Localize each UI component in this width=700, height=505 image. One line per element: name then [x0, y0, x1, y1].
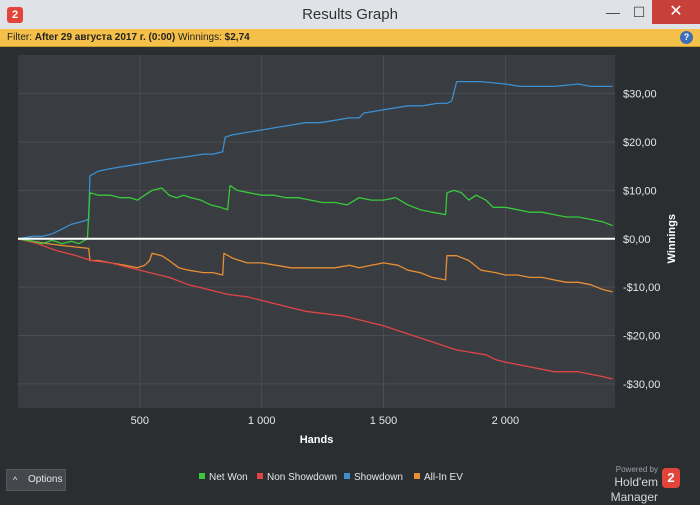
filter-bar: Filter: After 29 августа 2017 г. (0:00) … — [0, 29, 700, 47]
x-tick-label: 1 000 — [248, 415, 276, 427]
legend-item-showdown[interactable]: Showdown — [344, 472, 403, 483]
series-line-net-won — [17, 184, 613, 245]
y-tick-label: $10,00 — [623, 185, 657, 197]
results-chart: $30,00 $20,00 $10,00 $0,00 -$10,00 -$20,00 -$3… — [17, 55, 678, 446]
minimize-button[interactable]: — — [606, 4, 620, 20]
series-line-all-in-ev — [17, 238, 613, 293]
legend-swatch — [199, 473, 205, 479]
x-tick-label: 1 500 — [370, 415, 398, 427]
legend-item-net-won[interactable]: Net Won — [199, 472, 248, 483]
y-tick-label: -$30,00 — [623, 379, 660, 391]
series-line-showdown — [17, 80, 613, 240]
y-tick-label: $0,00 — [623, 234, 651, 246]
chart-series-layer — [17, 80, 615, 380]
footer-bar: ^ Options Net Won Non Showdown Showdown All… — [0, 465, 700, 504]
legend-label: Non Showdown — [267, 472, 338, 483]
series-line-non-showdown — [17, 238, 613, 380]
y-axis-title: Winnings — [666, 214, 678, 263]
options-button[interactable]: ^ Options — [6, 469, 66, 491]
legend-swatch — [344, 473, 350, 479]
legend-label: All-In EV — [424, 472, 463, 483]
window-title: Results Graph — [302, 6, 398, 23]
brand-logo-icon: 2 — [662, 468, 680, 488]
filter-range: After 29 августа 2017 г. (0:00) — [34, 32, 176, 43]
y-tick-label: $20,00 — [623, 137, 657, 149]
y-tick-label: $30,00 — [623, 89, 657, 101]
plot-area — [18, 55, 615, 408]
brand-name: Hold'em Manager — [610, 475, 658, 504]
legend-label: Showdown — [354, 472, 403, 483]
x-axis-title: Hands — [300, 434, 334, 446]
chevron-up-icon: ^ — [13, 475, 18, 485]
y-tick-label: -$10,00 — [623, 282, 660, 294]
y-tick-label: -$20,00 — [623, 330, 660, 342]
maximize-button[interactable]: ☐ — [632, 4, 646, 20]
x-tick-label: 500 — [131, 415, 149, 427]
app-logo-icon: 2 — [7, 7, 23, 23]
powered-by-text: Powered by — [615, 465, 658, 474]
chart-grid — [18, 55, 615, 408]
legend-swatch — [414, 473, 420, 479]
x-tick-label: 2 000 — [492, 415, 520, 427]
legend-item-all-in-ev[interactable]: All-In EV — [414, 472, 463, 483]
winnings-value: $2,74 — [224, 32, 250, 43]
filter-summary: Filter: After 29 августа 2017 г. (0:00) … — [7, 29, 250, 46]
options-label: Options — [28, 474, 63, 485]
chart-labels: $30,00 $20,00 $10,00 $0,00 -$10,00 -$20,00 -$3… — [131, 89, 678, 446]
legend-label: Net Won — [209, 472, 248, 483]
legend-item-non-showdown[interactable]: Non Showdown — [257, 472, 337, 483]
help-icon[interactable]: ? — [680, 31, 693, 44]
powered-by: Powered by Hold'em Manager — [572, 465, 658, 505]
filter-label: Filter: — [7, 32, 32, 43]
close-button[interactable]: ✕ — [652, 0, 700, 24]
legend-swatch — [257, 473, 263, 479]
winnings-label: Winnings: — [177, 32, 222, 43]
title-bar: 2 Results Graph — ☐ ✕ — [0, 0, 700, 30]
